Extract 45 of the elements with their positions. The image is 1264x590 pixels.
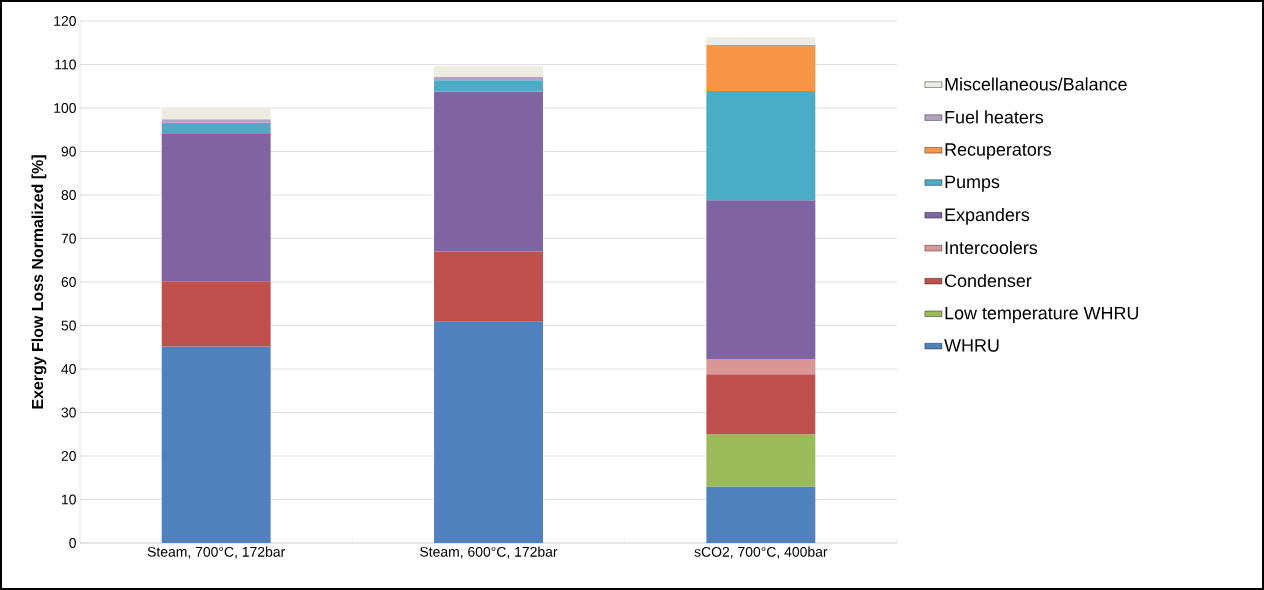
- y-tick-label: 30: [61, 407, 76, 418]
- legend-label: Condenser: [945, 273, 1032, 288]
- x-tick-label: Steam, 600°C, 172bar: [420, 546, 558, 559]
- bar: [434, 80, 543, 92]
- y-tick-label: 100: [54, 103, 76, 113]
- bar: [434, 91, 543, 252]
- y-tick-label: 120: [54, 16, 76, 26]
- bar: [161, 122, 271, 135]
- y-tick-label: 90: [61, 146, 76, 157]
- y-tick-label: 20: [61, 451, 76, 461]
- legend-label: WHRU: [944, 339, 999, 352]
- y-axis-title: Exergy Flow Loss Normalized [%]: [31, 155, 47, 409]
- y-tick-label: 80: [61, 190, 76, 200]
- bar: [706, 200, 816, 359]
- legend-label: Pumps: [945, 175, 1000, 192]
- y-tick-label: 60: [61, 277, 76, 287]
- bar: [706, 486, 816, 543]
- bar: [161, 119, 271, 123]
- bar: [706, 358, 816, 375]
- bar: [161, 134, 271, 282]
- legend-label: Intercoolers: [945, 240, 1038, 255]
- bar: [161, 346, 271, 543]
- bar: [706, 434, 816, 487]
- legend-label: Fuel heaters: [945, 110, 1044, 124]
- bar: [706, 44, 816, 92]
- y-tick-label: 50: [61, 320, 76, 331]
- bar: [706, 37, 816, 45]
- y-tick-label: 40: [61, 364, 76, 374]
- legend-label: Recuperators: [945, 143, 1052, 160]
- y-tick-label: 110: [55, 59, 76, 70]
- y-tick-label: 0: [69, 538, 76, 548]
- legend-label: Expanders: [945, 207, 1030, 225]
- bar: [434, 321, 543, 543]
- x-tick-label: Steam, 700°C, 172bar: [147, 546, 285, 559]
- bar: [706, 91, 816, 201]
- y-tick-label: 10: [62, 494, 76, 505]
- y-tick-label: 70: [61, 233, 76, 244]
- bar: [706, 374, 816, 435]
- bar: [161, 281, 271, 347]
- bar: [434, 65, 543, 77]
- legend-label: Low temperature WHRU: [945, 306, 1139, 323]
- bar: [161, 108, 271, 120]
- legend-label: Miscellaneous/Balance: [945, 77, 1127, 91]
- bar: [434, 251, 543, 322]
- x-tick-label: sCO2, 700°C, 400bar: [694, 546, 828, 559]
